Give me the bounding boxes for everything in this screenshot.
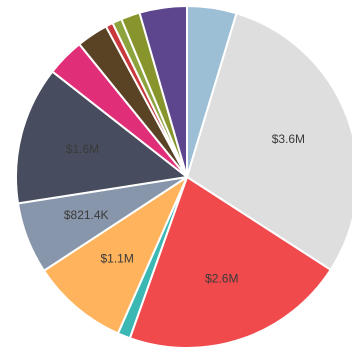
slice-value-label: $1.1M bbox=[100, 252, 133, 266]
slice-value-label: $2.6M bbox=[205, 271, 238, 285]
pie-slice-3[interactable] bbox=[128, 175, 333, 349]
pie-slice-2[interactable] bbox=[185, 12, 352, 272]
slice-value-label: $3.6M bbox=[272, 132, 305, 146]
slice-value-label: $1.6M bbox=[66, 142, 99, 156]
pie-slice-13[interactable] bbox=[138, 4, 188, 178]
pie-slice-labels: $3.6M $2.6M $1.1M $821.4K $1.6M bbox=[64, 132, 305, 285]
pie-slice-7[interactable] bbox=[15, 70, 190, 205]
pie-slices bbox=[15, 4, 352, 349]
slice-value-label: $821.4K bbox=[64, 208, 109, 222]
pie-slice-5[interactable] bbox=[42, 174, 190, 335]
